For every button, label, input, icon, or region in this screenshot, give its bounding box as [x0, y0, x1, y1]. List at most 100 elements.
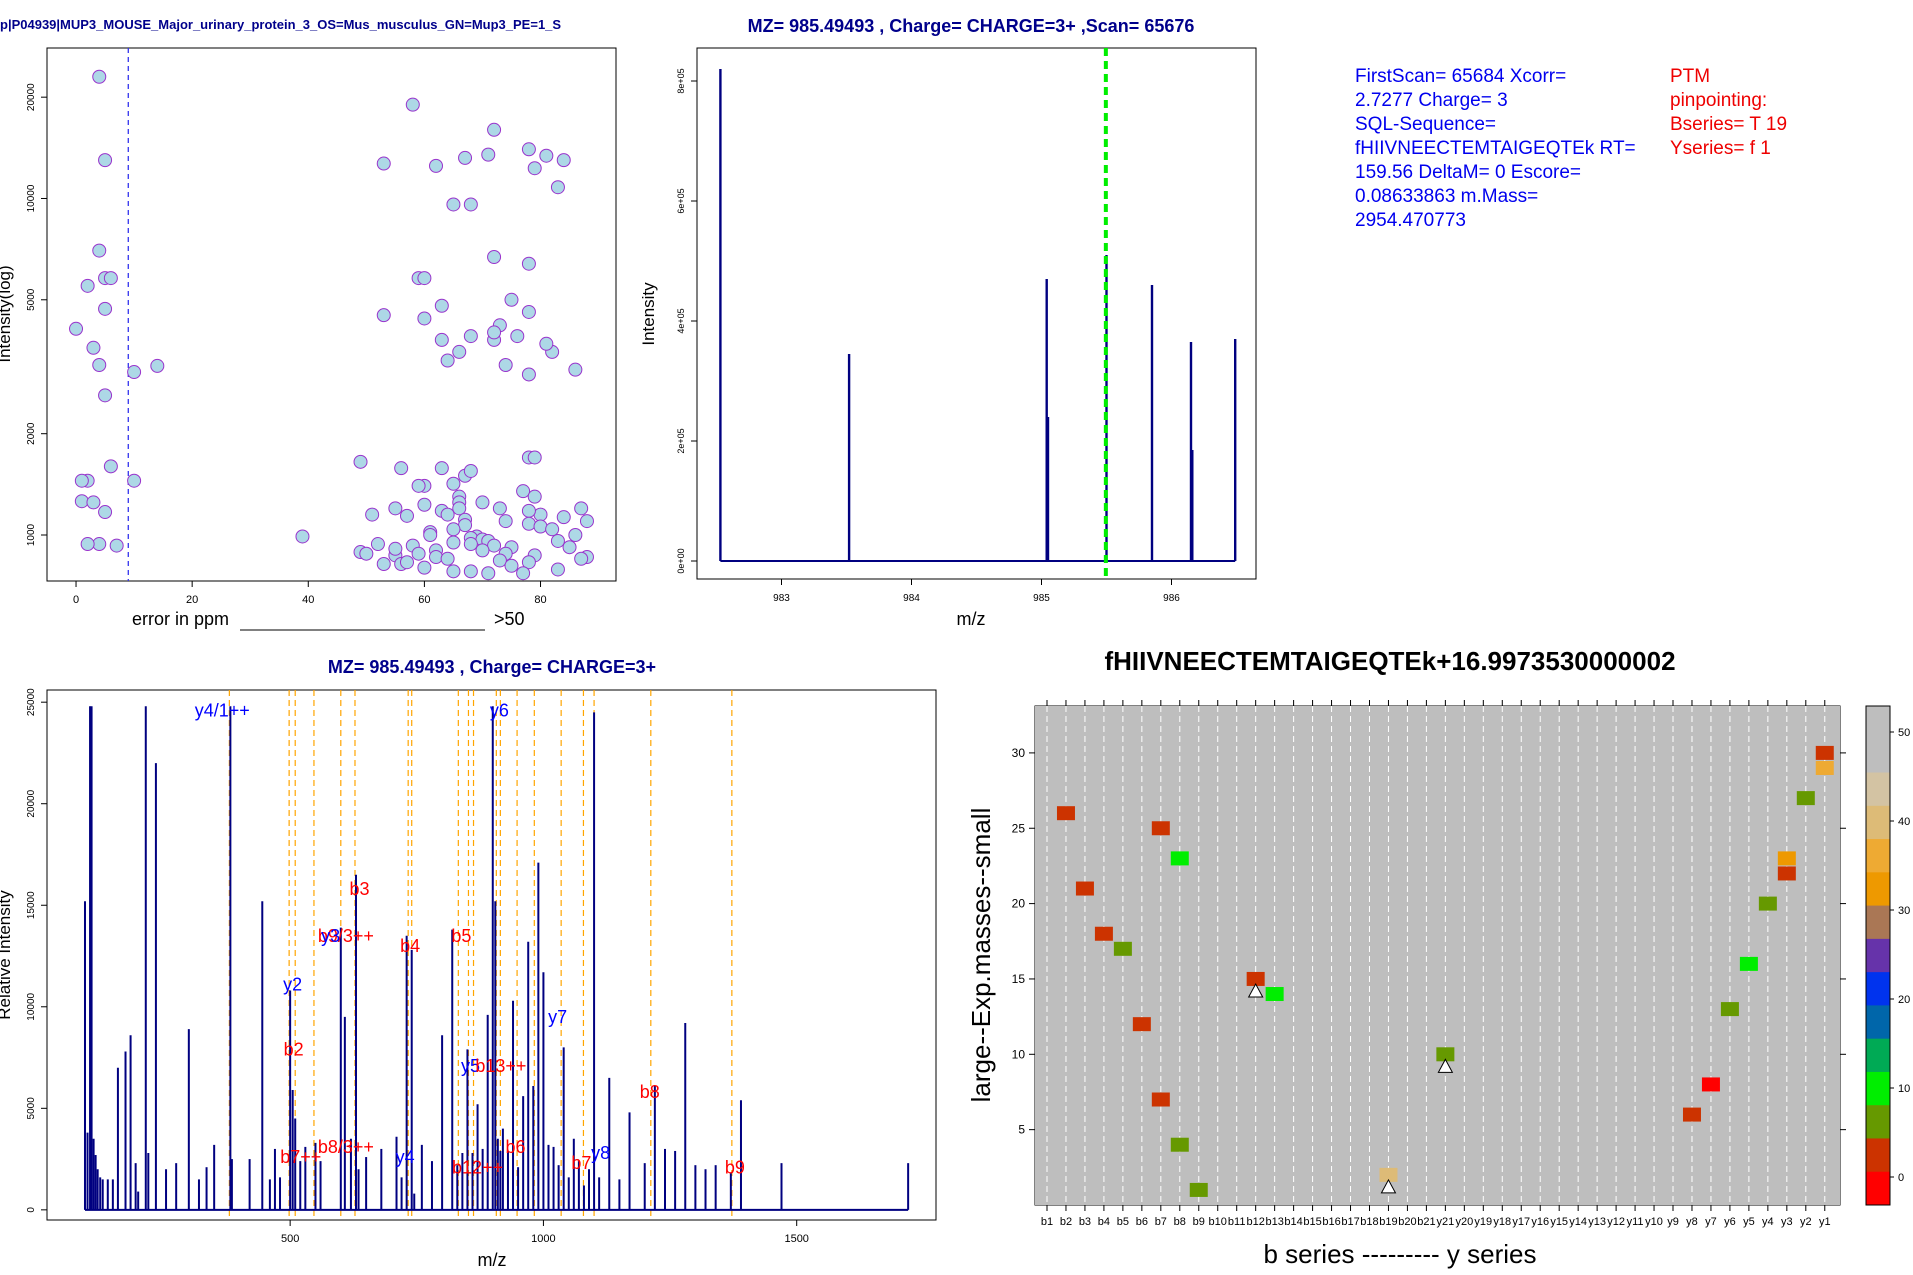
error-point	[80, 278, 95, 293]
error-point	[411, 478, 426, 493]
precursor-y-tick-label: 2e+05	[676, 428, 686, 453]
error-point	[568, 528, 583, 543]
ion-label: y4/1++	[195, 700, 250, 720]
error-point	[86, 340, 101, 355]
error-plot-x-tick-label: 80	[534, 594, 546, 606]
heatmap-background	[1035, 706, 1840, 1205]
error-point	[103, 271, 118, 286]
error-point	[521, 503, 536, 518]
error-point	[359, 546, 374, 561]
error-point	[463, 463, 478, 478]
msms-x-tick-label: 1500	[784, 1233, 808, 1245]
heatmap-x-tick-label: b1	[1041, 1216, 1053, 1228]
heatmap-cell	[1796, 791, 1815, 806]
heatmap-x-tick-label: b8	[1174, 1216, 1186, 1228]
error-point	[452, 501, 467, 516]
heatmap-x-label: b series --------- y series	[1264, 1239, 1537, 1269]
error-point	[487, 122, 502, 137]
heatmap-x-tick-label: y17	[1512, 1216, 1530, 1228]
error-point	[463, 564, 478, 579]
ion-label: b6	[506, 1137, 526, 1157]
ion-label: b3	[350, 879, 370, 899]
heatmap-x-tick-label: y6	[1724, 1216, 1736, 1228]
error-plot-title: p|P04939|MUP3_MOUSE_Major_urinary_protei…	[0, 17, 561, 32]
error-point	[527, 450, 542, 465]
error-plot-x-tick-label: 40	[302, 594, 314, 606]
error-point	[481, 566, 496, 581]
info-line: FirstScan= 65684 Xcorr=	[1355, 66, 1567, 87]
heatmap-y-tick-label: 30	[1012, 746, 1026, 760]
legend-color-swatch	[1866, 1171, 1890, 1206]
precursor-plot-y-label: Intensity	[639, 282, 658, 346]
error-point	[533, 519, 548, 534]
error-point	[521, 516, 536, 531]
error-point	[498, 514, 513, 529]
precursor-plot-title: MZ= 985.49493 , Charge= CHARGE=3+ ,Scan=…	[748, 16, 1195, 36]
ptm-site-marker	[1247, 982, 1264, 998]
error-point	[568, 362, 583, 377]
precursor-x-tick-label: 986	[1163, 593, 1180, 604]
error-point	[545, 522, 560, 537]
error-point	[487, 538, 502, 553]
heatmap-x-tick-label: y5	[1743, 1216, 1755, 1228]
error-point	[440, 353, 455, 368]
error-point	[516, 566, 531, 581]
heatmap-x-tick-label: b2	[1060, 1216, 1072, 1228]
error-plot: p|P04939|MUP3_MOUSE_Major_urinary_protei…	[0, 17, 617, 631]
error-point	[98, 301, 113, 316]
ptm-line: Yseries= f 1	[1670, 138, 1771, 159]
legend-color-swatch	[1866, 706, 1890, 740]
msms-plot-x-label: m/z	[478, 1250, 507, 1270]
error-point	[295, 529, 310, 544]
error-point	[417, 560, 432, 575]
ion-label: y3	[321, 926, 340, 946]
error-plot-y-tick-label: 5000	[26, 288, 37, 311]
heatmap-x-tick-label: b16	[1322, 1216, 1340, 1228]
heatmap-cell	[1720, 1002, 1739, 1017]
error-point	[556, 153, 571, 168]
legend-color-swatch	[1866, 1071, 1890, 1106]
heatmap-cell	[1379, 1167, 1398, 1182]
msms-x-tick-label: 1000	[531, 1233, 555, 1245]
error-point	[109, 538, 124, 553]
error-plot-x-tick-label: 0	[73, 594, 79, 606]
ptm-line: PTM	[1670, 66, 1711, 87]
heatmap-x-tick-label: b19	[1379, 1216, 1397, 1228]
legend-color-swatch	[1866, 772, 1890, 807]
heatmap-y-tick-label: 20	[1012, 897, 1026, 911]
ion-label: y8	[591, 1143, 610, 1163]
info-line: 0.08633863 m.Mass=	[1355, 186, 1539, 207]
precursor-plot-x-label: m/z	[957, 609, 986, 629]
legend-color-swatch	[1866, 1105, 1890, 1139]
ptm-site-marker	[1437, 1058, 1454, 1073]
precursor-y-tick-label: 8e+05	[676, 68, 686, 93]
error-point	[458, 150, 473, 165]
precursor-y-tick-label: 0e+00	[676, 548, 686, 573]
heatmap-cell	[1170, 1137, 1189, 1152]
heatmap-x-tick-label: y16	[1531, 1216, 1549, 1228]
heatmap-cell	[1777, 866, 1796, 881]
heatmap-x-tick-label: b14	[1284, 1216, 1302, 1228]
precursor-plot: MZ= 985.49493 , Charge= CHARGE=3+ ,Scan=…	[639, 16, 1257, 629]
error-point	[376, 308, 391, 323]
error-point	[69, 321, 84, 336]
heatmap-x-tick-label: b15	[1303, 1216, 1321, 1228]
legend-tick-label: 50	[1898, 727, 1910, 739]
error-plot-y-tick-label: 1000	[26, 523, 37, 546]
error-point	[516, 484, 531, 499]
error-point	[411, 546, 426, 561]
heatmap-x-tick-label: b20	[1398, 1216, 1416, 1228]
heatmap-x-tick-label: b12	[1246, 1216, 1264, 1228]
error-point	[103, 459, 118, 474]
precursor-x-tick-label: 983	[773, 593, 790, 604]
precursor-y-tick-label: 6e+05	[676, 188, 686, 213]
error-point	[504, 292, 519, 307]
ion-label: b2	[284, 1040, 304, 1060]
error-point	[533, 507, 548, 522]
ion-label: b8/3++	[318, 1137, 374, 1157]
heatmap-cell	[1189, 1182, 1208, 1197]
heatmap-cell	[1815, 745, 1834, 760]
heatmap-cell	[1682, 1107, 1701, 1122]
ion-label: y2	[283, 975, 302, 995]
error-point	[429, 158, 444, 173]
